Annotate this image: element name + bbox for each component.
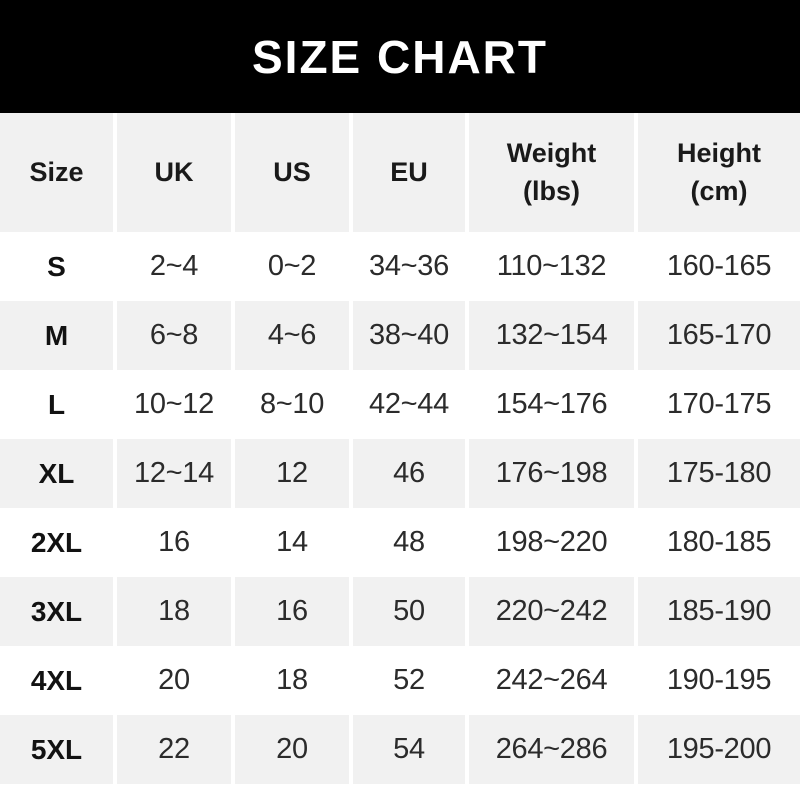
cell-weight: 242~264 <box>465 646 636 715</box>
cell-eu: 48 <box>349 508 467 577</box>
cell-size: 3XL <box>0 577 115 646</box>
table-row-4xl: 4XL 20 18 52 242~264 190-195 <box>0 646 800 715</box>
table-row-m: M 6~8 4~6 38~40 132~154 165-170 <box>0 301 800 370</box>
table-row-3xl: 3XL 18 16 50 220~242 185-190 <box>0 577 800 646</box>
cell-us: 4~6 <box>231 301 351 370</box>
table-row-l: L 10~12 8~10 42~44 154~176 170-175 <box>0 370 800 439</box>
cell-size: L <box>0 370 115 439</box>
cell-us: 16 <box>231 577 351 646</box>
cell-eu: 46 <box>349 439 467 508</box>
cell-weight: 264~286 <box>465 715 636 784</box>
cell-eu: 50 <box>349 577 467 646</box>
cell-uk: 2~4 <box>113 232 233 301</box>
cell-size: 5XL <box>0 715 115 784</box>
header-row: Size UK US EU Weight (lbs) Height (cm) <box>0 113 800 232</box>
table-row-xl: XL 12~14 12 46 176~198 175-180 <box>0 439 800 508</box>
cell-weight: 154~176 <box>465 370 636 439</box>
table-row-s: S 2~4 0~2 34~36 110~132 160-165 <box>0 232 800 301</box>
col-header-weight-line2: (lbs) <box>523 175 580 206</box>
cell-height: 195-200 <box>634 715 800 784</box>
cell-eu: 38~40 <box>349 301 467 370</box>
cell-height: 160-165 <box>634 232 800 301</box>
cell-eu: 54 <box>349 715 467 784</box>
page-title: SIZE CHART <box>252 30 548 83</box>
cell-height: 190-195 <box>634 646 800 715</box>
cell-height: 175-180 <box>634 439 800 508</box>
col-header-height-line2: (cm) <box>690 175 748 206</box>
cell-height: 180-185 <box>634 508 800 577</box>
cell-us: 8~10 <box>231 370 351 439</box>
cell-height: 165-170 <box>634 301 800 370</box>
col-header-height: Height (cm) <box>634 113 800 232</box>
table-row-2xl: 2XL 16 14 48 198~220 180-185 <box>0 508 800 577</box>
cell-size: M <box>0 301 115 370</box>
cell-us: 20 <box>231 715 351 784</box>
cell-uk: 22 <box>113 715 233 784</box>
cell-eu: 42~44 <box>349 370 467 439</box>
table-row-5xl: 5XL 22 20 54 264~286 195-200 <box>0 715 800 784</box>
cell-us: 12 <box>231 439 351 508</box>
cell-uk: 6~8 <box>113 301 233 370</box>
cell-us: 14 <box>231 508 351 577</box>
cell-us: 0~2 <box>231 232 351 301</box>
cell-size: S <box>0 232 115 301</box>
cell-height: 185-190 <box>634 577 800 646</box>
cell-uk: 16 <box>113 508 233 577</box>
cell-eu: 34~36 <box>349 232 467 301</box>
cell-height: 170-175 <box>634 370 800 439</box>
cell-weight: 220~242 <box>465 577 636 646</box>
cell-weight: 110~132 <box>465 232 636 301</box>
col-header-size: Size <box>0 113 115 232</box>
col-header-us: US <box>231 113 351 232</box>
cell-us: 18 <box>231 646 351 715</box>
cell-uk: 12~14 <box>113 439 233 508</box>
title-banner: SIZE CHART <box>0 0 800 113</box>
col-header-weight: Weight (lbs) <box>465 113 636 232</box>
cell-weight: 132~154 <box>465 301 636 370</box>
cell-weight: 198~220 <box>465 508 636 577</box>
cell-size: 4XL <box>0 646 115 715</box>
col-header-height-line1: Height <box>677 137 761 168</box>
cell-uk: 10~12 <box>113 370 233 439</box>
cell-size: 2XL <box>0 508 115 577</box>
cell-uk: 18 <box>113 577 233 646</box>
cell-weight: 176~198 <box>465 439 636 508</box>
cell-uk: 20 <box>113 646 233 715</box>
cell-eu: 52 <box>349 646 467 715</box>
cell-size: XL <box>0 439 115 508</box>
col-header-weight-line1: Weight <box>506 137 597 168</box>
col-header-eu: EU <box>349 113 467 232</box>
size-chart-table: Size UK US EU Weight (lbs) Height (cm) S… <box>0 113 800 784</box>
col-header-uk: UK <box>113 113 233 232</box>
